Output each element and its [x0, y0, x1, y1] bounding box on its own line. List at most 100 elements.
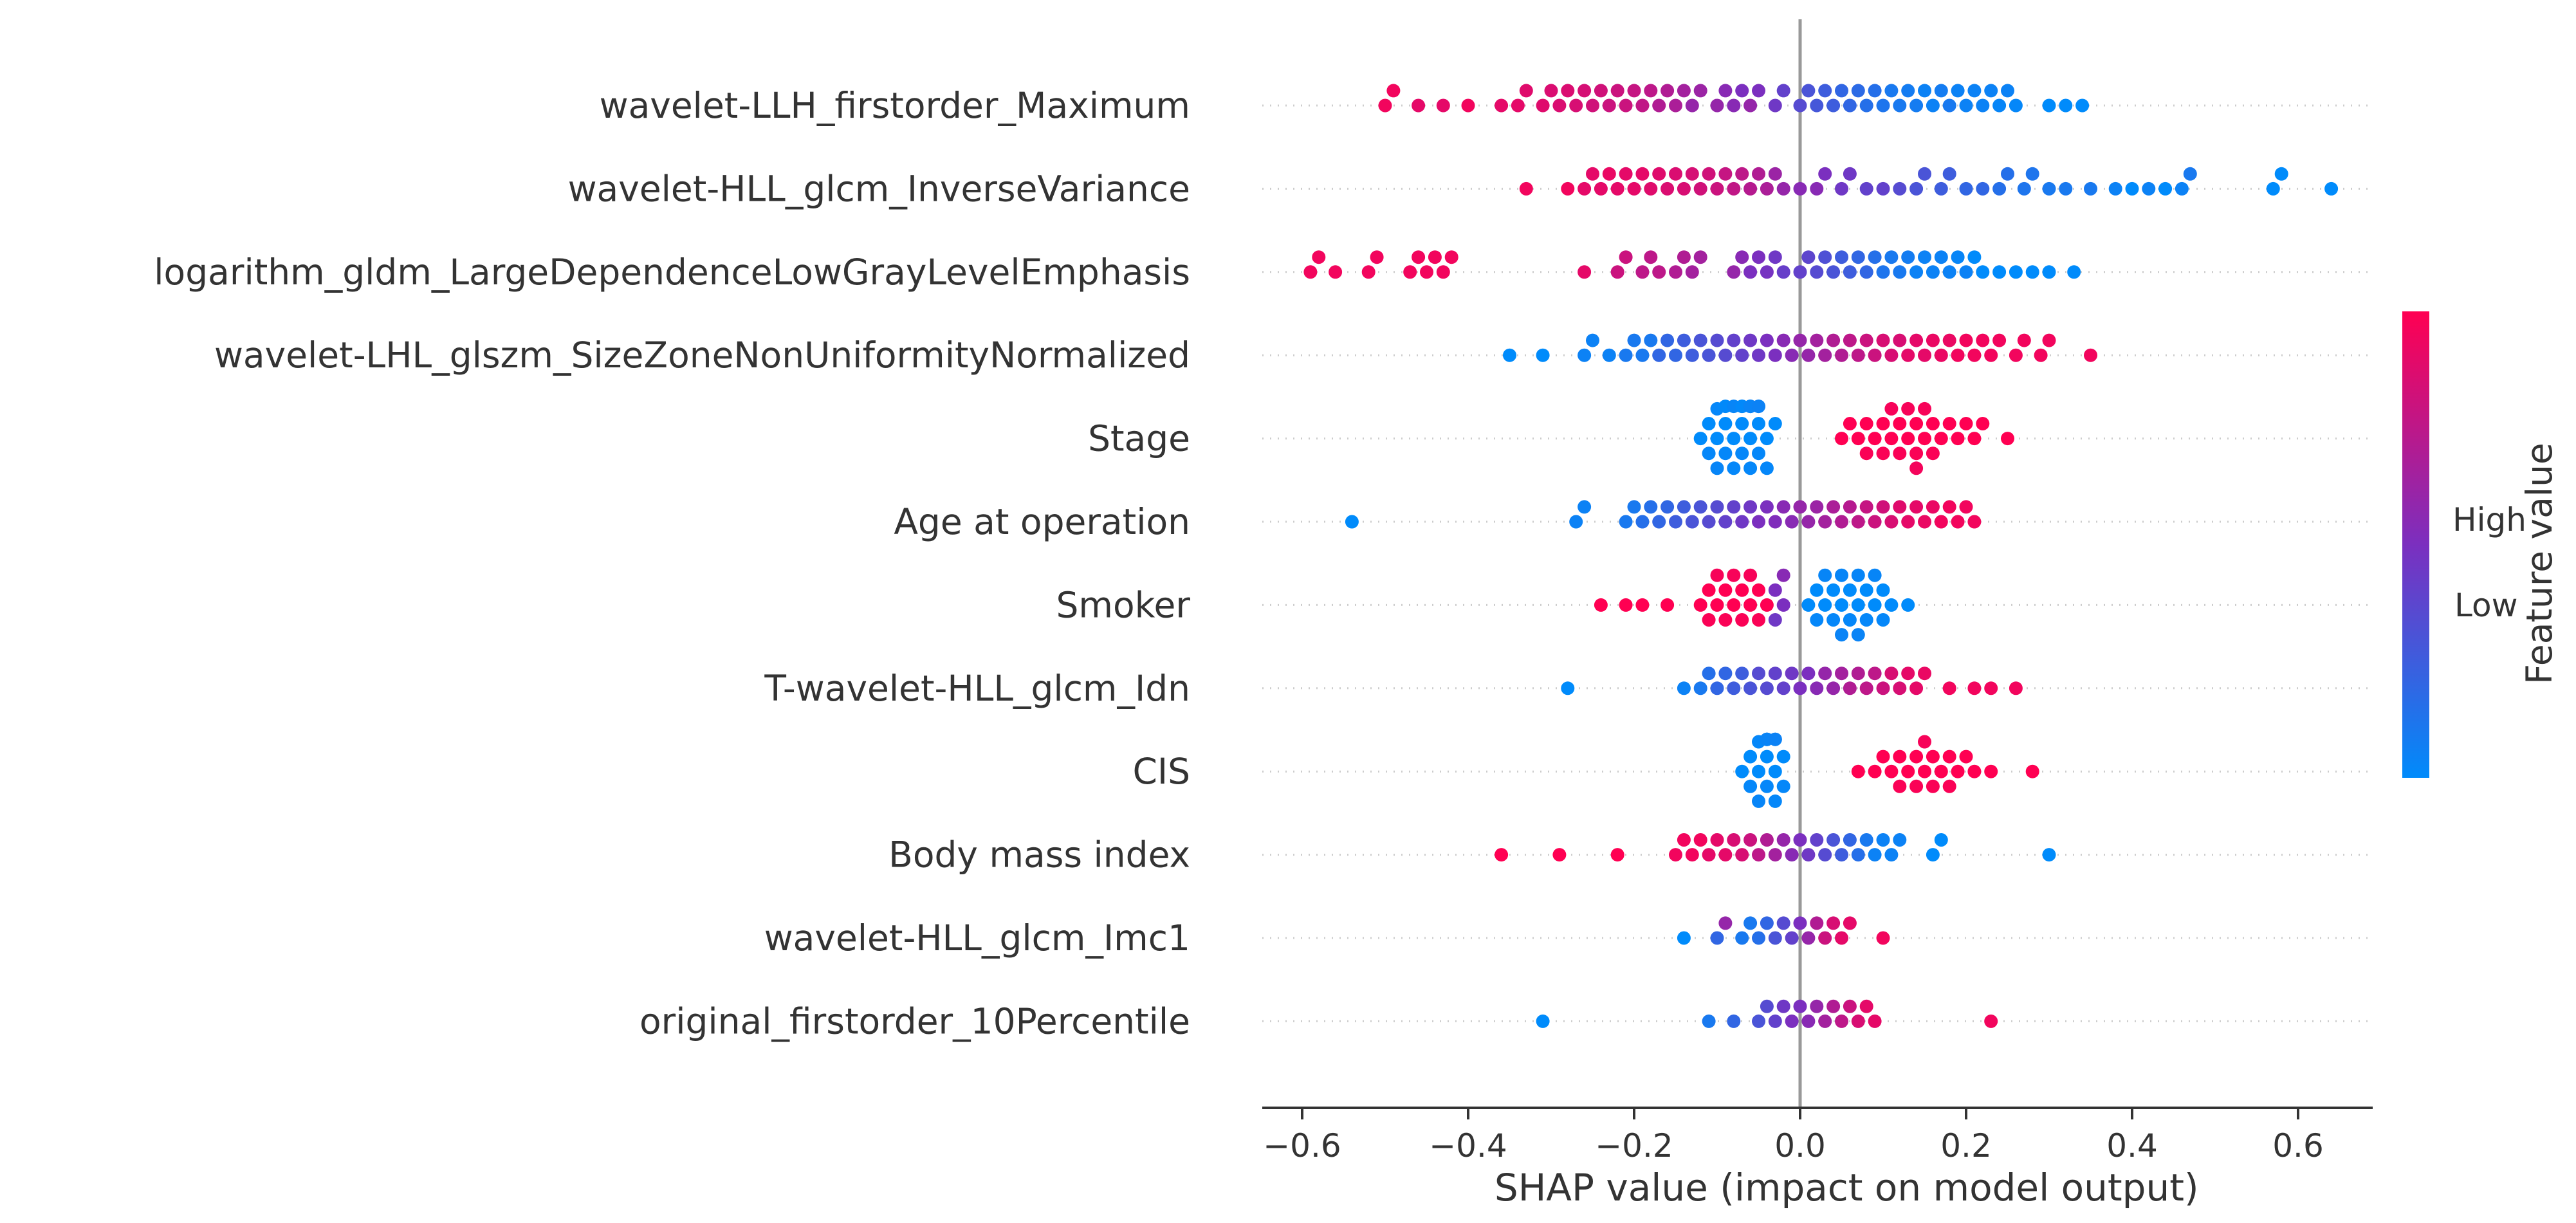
- shap-dot: [1868, 764, 1882, 778]
- shap-dot: [1627, 333, 1641, 347]
- feature-label: Stage: [1088, 418, 1190, 459]
- shap-dot: [1735, 84, 1749, 98]
- shap-dot: [1776, 999, 1790, 1013]
- shap-dot: [1743, 598, 1758, 612]
- shap-dot: [1561, 681, 1575, 695]
- shap-dot: [2042, 265, 2056, 279]
- shap-dot: [2025, 764, 2039, 778]
- shap-dot: [1619, 250, 1633, 264]
- shap-dot: [1901, 598, 1915, 612]
- shap-dot: [1776, 833, 1790, 847]
- shap-dot: [1967, 250, 1982, 264]
- shap-dot: [1644, 181, 1658, 196]
- shap-dot: [2084, 348, 2097, 362]
- shap-dot: [1868, 84, 1882, 98]
- shap-dot: [1826, 500, 1841, 514]
- shap-dot: [1835, 848, 1848, 862]
- shap-dot: [1951, 348, 1965, 362]
- shap-dot: [1893, 681, 1907, 695]
- shap-dot: [1677, 250, 1691, 264]
- shap-dot: [1677, 681, 1691, 695]
- shap-dot: [1843, 833, 1857, 847]
- shap-dot: [1793, 333, 1807, 347]
- shap-dot: [1644, 333, 1658, 347]
- shap-dot: [1884, 515, 1899, 529]
- shap-dot: [1743, 779, 1758, 793]
- shap-dot: [1859, 265, 1873, 279]
- shap-dot: [1884, 598, 1899, 612]
- shap-dot: [1959, 98, 1973, 113]
- shap-dot: [1992, 265, 2007, 279]
- shap-dot: [1760, 432, 1774, 446]
- shap-dot: [1942, 681, 1956, 695]
- feature-label: Age at operation: [894, 501, 1190, 542]
- shap-dot: [1735, 446, 1749, 461]
- feature-label: original_firstorder_10Percentile: [639, 1000, 1190, 1042]
- shap-dot: [1661, 333, 1675, 347]
- shap-dot: [1727, 598, 1741, 612]
- shap-dot: [2108, 181, 2122, 196]
- shap-dot: [1768, 417, 1782, 430]
- shap-dot: [1661, 84, 1675, 98]
- shap-dot: [1776, 749, 1790, 764]
- shap-dot: [1685, 348, 1699, 362]
- shap-dot: [1942, 500, 1956, 514]
- shap-dot: [1561, 181, 1575, 196]
- shap-dot: [1884, 250, 1899, 264]
- shap-dot: [1893, 446, 1907, 461]
- shap-dot: [1718, 417, 1733, 430]
- shap-dot: [1851, 667, 1865, 681]
- shap-dot: [1942, 265, 1956, 279]
- shap-dot: [1610, 265, 1624, 279]
- shap-dot: [1851, 568, 1865, 582]
- feature-label: T-wavelet-HLL_glcm_Idn: [764, 668, 1190, 709]
- shap-dot: [1909, 417, 1924, 430]
- shap-dot: [1735, 931, 1749, 945]
- shap-dot: [1835, 598, 1848, 612]
- shap-dot: [1818, 598, 1832, 612]
- shap-dot: [1519, 181, 1533, 196]
- shap-dot: [1868, 250, 1882, 264]
- shap-dot: [1843, 916, 1857, 930]
- shap-dot: [1901, 764, 1915, 778]
- shap-dot: [1768, 613, 1782, 627]
- shap-dot: [1635, 515, 1650, 529]
- shap-dot: [1934, 515, 1948, 529]
- shap-dot: [1934, 250, 1948, 264]
- feature-gridlines: [1262, 104, 2373, 1022]
- shap-dot: [1843, 333, 1857, 347]
- shap-dot: [1859, 446, 1873, 461]
- shap-dot: [1685, 98, 1699, 113]
- shap-dot: [2025, 167, 2039, 181]
- shap-dot: [1718, 613, 1733, 627]
- shap-dot: [1967, 764, 1982, 778]
- shap-dot: [1627, 500, 1641, 514]
- shap-dot: [1934, 432, 1948, 446]
- shap-dot: [1727, 461, 1741, 475]
- shap-dot: [1876, 98, 1890, 113]
- shap-dot: [1511, 98, 1525, 113]
- shap-dot: [1776, 181, 1790, 196]
- shap-dot: [1743, 181, 1758, 196]
- shap-dot: [1768, 848, 1782, 862]
- shap-dot: [1718, 667, 1733, 681]
- shap-dot: [1677, 181, 1691, 196]
- shap-dot: [1942, 167, 1956, 181]
- shap-dot: [1959, 500, 1973, 514]
- shap-dot: [2059, 181, 2073, 196]
- shap-dot: [1661, 598, 1675, 612]
- shap-dot: [1752, 764, 1765, 778]
- shap-dot: [2125, 181, 2139, 196]
- shap-dot: [1743, 916, 1758, 930]
- shap-dot: [1976, 181, 1990, 196]
- shap-dot: [2001, 84, 2014, 98]
- shap-dot: [1594, 181, 1608, 196]
- shap-dot: [1859, 417, 1873, 430]
- shap-dot: [1818, 931, 1832, 945]
- shap-dot: [1835, 181, 1848, 196]
- shap-dot: [1801, 250, 1816, 264]
- shap-dot: [1901, 667, 1915, 681]
- shap-dot: [1967, 681, 1982, 695]
- shap-dot: [1951, 250, 1965, 264]
